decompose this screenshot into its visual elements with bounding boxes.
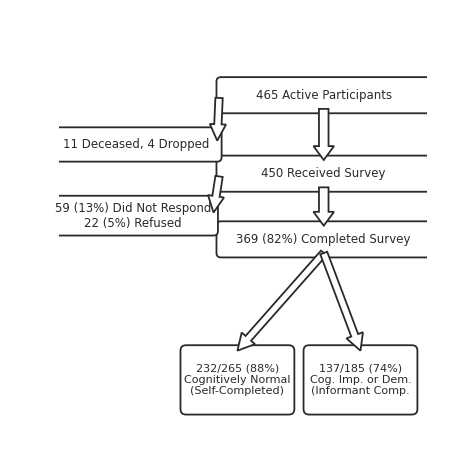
Text: 137/185 (74%)
Cog. Imp. or Dem.
(Informant Comp.: 137/185 (74%) Cog. Imp. or Dem. (Informa… [310,363,411,396]
Text: 465 Active Participants: 465 Active Participants [255,89,392,102]
FancyBboxPatch shape [217,221,431,257]
FancyBboxPatch shape [47,196,218,236]
Polygon shape [237,251,327,351]
Polygon shape [313,109,334,160]
Polygon shape [313,187,334,226]
FancyBboxPatch shape [217,155,431,192]
Polygon shape [208,176,224,212]
FancyBboxPatch shape [303,345,418,415]
Text: 232/265 (88%)
Cognitively Normal
(Self-Completed): 232/265 (88%) Cognitively Normal (Self-C… [184,363,291,396]
FancyBboxPatch shape [51,128,222,162]
Text: 369 (82%) Completed Survey: 369 (82%) Completed Survey [237,233,411,246]
Text: 450 Received Survey: 450 Received Survey [262,167,386,180]
FancyBboxPatch shape [217,77,431,113]
Polygon shape [320,252,363,351]
Text: 11 Deceased, 4 Dropped: 11 Deceased, 4 Dropped [63,138,210,151]
Text: 59 (13%) Did Not Respond
22 (5%) Refused: 59 (13%) Did Not Respond 22 (5%) Refused [55,201,211,229]
FancyBboxPatch shape [181,345,294,415]
Polygon shape [210,98,226,141]
